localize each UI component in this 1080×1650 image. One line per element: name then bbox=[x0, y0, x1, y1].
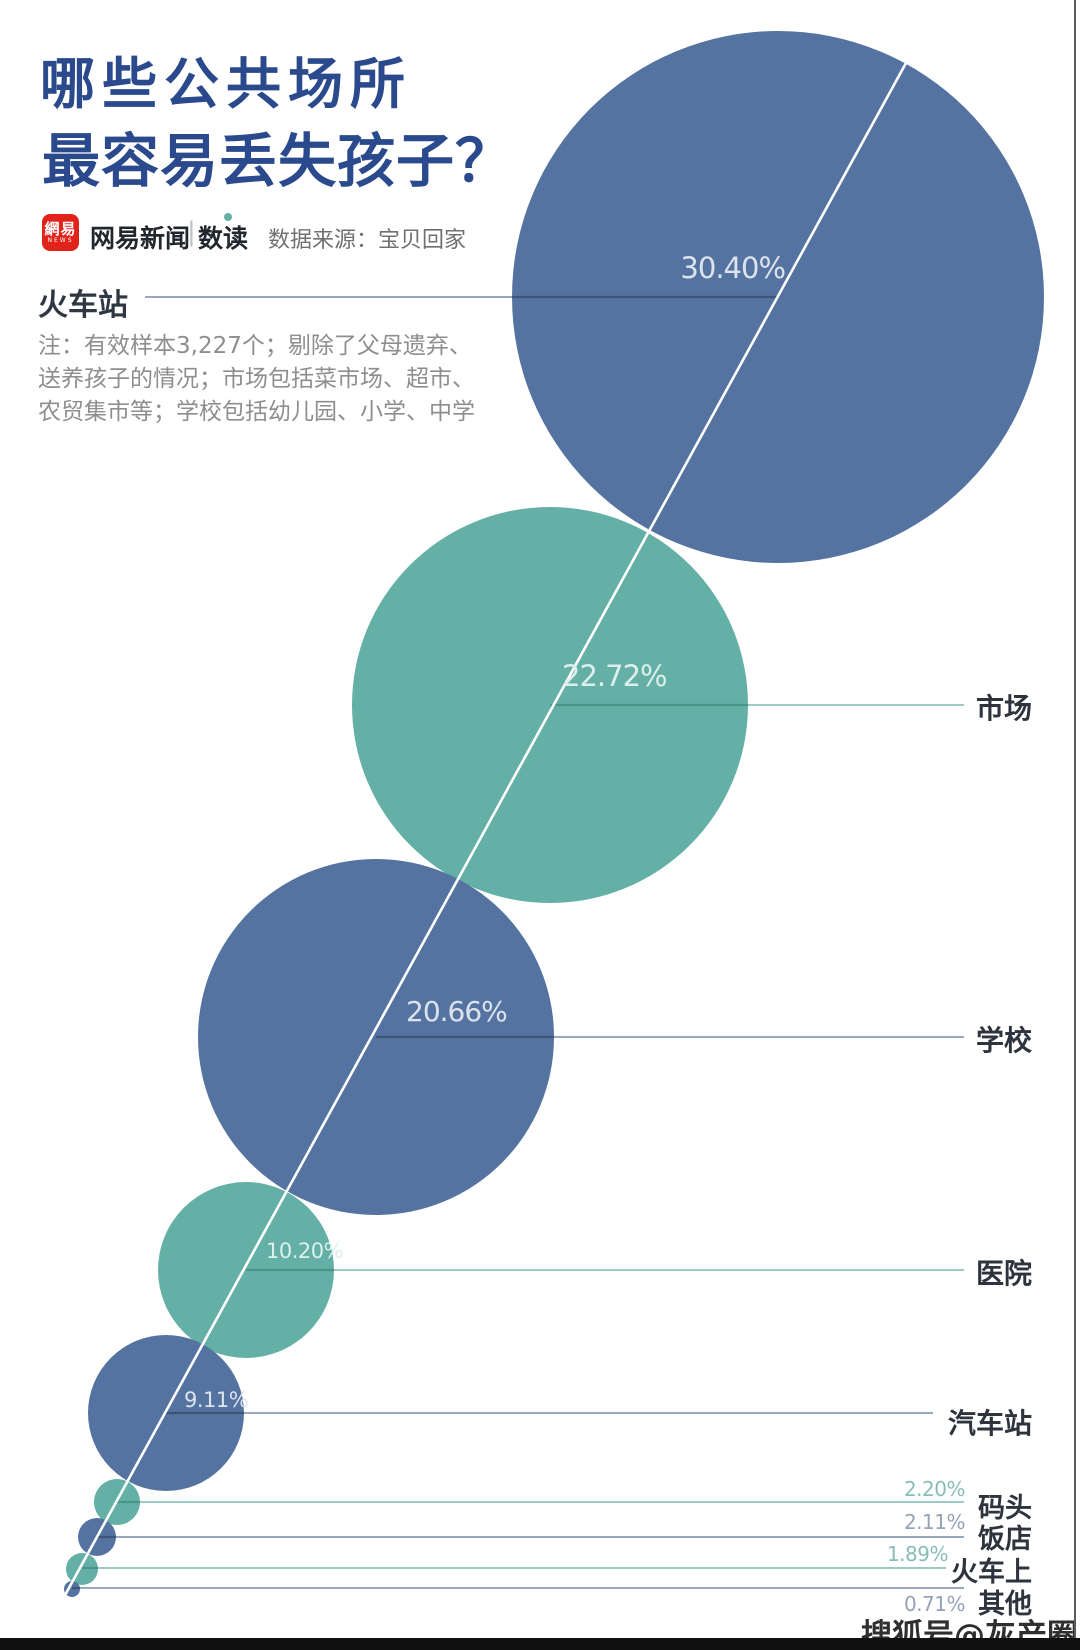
category-label-train-station: 火车站 bbox=[38, 288, 128, 323]
shudu-accent-dot-icon bbox=[224, 213, 232, 221]
category-label-on-train: 火车上 bbox=[951, 1557, 1032, 1588]
category-label-school: 学校 bbox=[975, 1024, 1032, 1057]
category-label-bus-station: 汽车站 bbox=[947, 1407, 1032, 1440]
pct-dock: 2.20% bbox=[903, 1477, 966, 1501]
brand-netease-news: 网易新闻 bbox=[90, 224, 191, 253]
pct-restaurant: 2.11% bbox=[903, 1510, 966, 1534]
page-title-line1: 哪些公共场所 bbox=[40, 52, 413, 116]
netease-logo-caption: NEWS bbox=[47, 237, 74, 244]
brand-shudu: 数读 bbox=[198, 213, 249, 255]
pct-train-station: 30.40% bbox=[680, 251, 786, 285]
footnote-line3: 农贸集市等；学校包括幼儿园、小学、中学 bbox=[38, 399, 475, 425]
brand-divider: | bbox=[187, 217, 196, 247]
netease-logo-text: 網易 bbox=[44, 220, 77, 238]
category-label-restaurant: 饭店 bbox=[978, 1524, 1032, 1555]
footnote: 注：有效样本3,227个；剔除了父母遗弃、 送养孩子的情况；市场包括菜市场、超市… bbox=[38, 330, 475, 429]
pct-market: 22.72% bbox=[562, 659, 668, 693]
diagonal-guide-line bbox=[62, 62, 908, 1598]
pct-other: 0.71% bbox=[903, 1592, 966, 1616]
category-label-dock: 码头 bbox=[978, 1493, 1032, 1524]
category-label-hospital: 医院 bbox=[975, 1257, 1032, 1290]
pct-school: 20.66% bbox=[406, 995, 508, 1028]
bottom-frame-bar bbox=[0, 1638, 1080, 1650]
pct-on-train: 1.89% bbox=[886, 1542, 949, 1566]
pct-bus-station: 9.11% bbox=[184, 1388, 249, 1412]
data-source: 数据来源：宝贝回家 bbox=[268, 228, 467, 253]
brand-shudu-text: 数读 bbox=[198, 224, 249, 253]
pct-hospital: 10.20% bbox=[266, 1239, 344, 1263]
category-label-market: 市场 bbox=[975, 692, 1032, 725]
footnote-line1: 注：有效样本3,227个；剔除了父母遗弃、 bbox=[38, 333, 472, 359]
category-label-other: 其他 bbox=[978, 1589, 1032, 1620]
netease-logo: 網易 NEWS bbox=[42, 214, 79, 251]
page-title-line2: 最容易丢失孩子？ bbox=[42, 127, 515, 195]
footnote-line2: 送养孩子的情况；市场包括菜市场、超市、 bbox=[38, 366, 475, 392]
right-frame-border bbox=[1074, 0, 1076, 1650]
